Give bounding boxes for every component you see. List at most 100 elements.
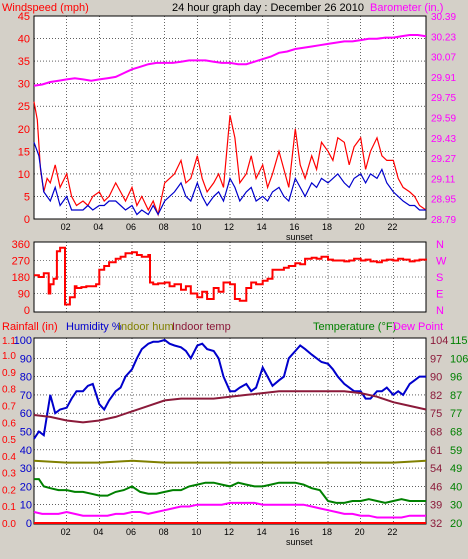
direction-line: [34, 246, 427, 306]
indoor-temp-ticks: 32 39 46 54 61 68 75 82 90 97 104: [430, 335, 448, 530]
rainfall-tick-label: 0.7: [2, 401, 16, 412]
barometer-tick-label: 29.91: [431, 73, 456, 84]
avg_wind-line: [33, 142, 426, 216]
temperature-tick-label: 115: [450, 335, 468, 347]
direction-degree-label: 270: [12, 256, 30, 268]
humidity-line: [33, 338, 426, 440]
indoor-temp-tick-label: 39: [430, 500, 442, 512]
x-tick-label: 02: [61, 222, 71, 232]
indoor-temp-tick-label: 82: [430, 390, 442, 402]
indoor-temp-tick-label: 75: [430, 408, 442, 420]
rainfall-label: Rainfall (in): [2, 321, 58, 333]
x-tick-label: 04: [93, 222, 103, 232]
temperature-tick-label: 96: [450, 372, 462, 384]
indoor-temp-tick-label: 90: [430, 372, 442, 384]
barometer-tick-label: 28.79: [431, 215, 456, 226]
x-tick-label: 10: [191, 527, 201, 537]
temperature-ticks: 20 30 40 49 59 68 77 87 96 106 115: [450, 335, 468, 530]
temperature-tick-label: 59: [450, 445, 462, 457]
indoor-temp-label: Indoor temp: [172, 321, 231, 333]
windspeed-tick-label: 40: [18, 34, 30, 46]
series-2: [34, 246, 427, 306]
rainfall-tick-label: 0.2: [2, 485, 16, 496]
compass-label: S: [436, 272, 443, 284]
x-ticks-1: 02 04 06 08 10 12 14 16 18 20 22: [61, 222, 398, 232]
dew_point-line: [33, 501, 426, 519]
windspeed-tick-label: 35: [18, 56, 30, 68]
barometer-tick-label: 28.95: [431, 195, 456, 206]
temperature-tick-label: 106: [450, 353, 468, 365]
rainfall-tick-label: 0.9: [2, 368, 16, 379]
temperature-line: [34, 478, 426, 504]
page-title: 24 hour graph day : December 26 2010: [172, 2, 364, 14]
gust-line: [33, 101, 427, 217]
x-tick-label: 02: [61, 527, 71, 537]
humidity-tick-label: 50: [20, 427, 32, 439]
x-tick-label: 20: [355, 527, 365, 537]
windspeed-tick-label: 20: [18, 124, 30, 136]
x-ticks-3: 02 04 06 08 10 12 14 16 18 20 22: [61, 527, 398, 537]
barometer-ticks: 28.79 28.95 29.11 29.27 29.43 29.59 29.75 29.91…: [431, 12, 456, 226]
compass-label: W: [436, 256, 447, 268]
series-1: [33, 34, 427, 217]
windspeed-tick-label: 30: [18, 79, 30, 91]
x-tick-label: 08: [159, 222, 169, 232]
rainfall-tick-label: 1.1: [2, 336, 16, 347]
rainfall-tick-label: 0.0: [2, 519, 16, 530]
x-tick-label: 12: [224, 527, 234, 537]
x-tick-label: 22: [387, 222, 397, 232]
windspeed-tick-label: 10: [18, 169, 30, 181]
temperature-tick-label: 49: [450, 463, 462, 475]
windspeed-tick-label: 0: [24, 214, 30, 226]
humidity-tick-label: 40: [20, 445, 32, 457]
dew-point-label: Dew Point: [393, 321, 443, 333]
indoor-temp-tick-label: 46: [430, 481, 442, 493]
humidity-tick-label: 20: [20, 481, 32, 493]
rainfall-tick-label: 0.1: [2, 502, 16, 513]
humidity-tick-label: 60: [20, 408, 32, 420]
x-tick-label: 14: [257, 222, 267, 232]
indoor_hum-line: [33, 459, 427, 464]
direction-degree-label: 360: [12, 239, 30, 251]
x-tick-label: 08: [159, 527, 169, 537]
indoor-temp-tick-label: 61: [430, 445, 442, 457]
humidity-tick-label: 10: [20, 500, 32, 512]
compass-label: E: [436, 289, 443, 301]
barometer-tick-label: 30.07: [431, 53, 456, 64]
humidity-tick-label: 30: [20, 463, 32, 475]
grid-1: [34, 16, 427, 219]
windspeed-tick-label: 25: [18, 101, 30, 113]
barometer-tick-label: 29.59: [431, 114, 456, 125]
compass-label: N: [436, 305, 444, 317]
barometer-line: [33, 34, 427, 87]
x-tick-label: 16: [289, 222, 299, 232]
direction-degree-ticks: 0 90 180 270 360: [12, 239, 30, 317]
rainfall-tick-label: 0.5: [2, 435, 16, 446]
x-tick-label: 06: [126, 527, 136, 537]
x-tick-label: 04: [93, 527, 103, 537]
direction-degree-label: 90: [18, 289, 30, 301]
x-tick-label: 10: [191, 222, 201, 232]
barometer-tick-label: 29.27: [431, 154, 456, 165]
compass-label: N: [436, 239, 444, 251]
indoor_temp-line: [33, 390, 427, 424]
temperature-tick-label: 87: [450, 390, 462, 402]
barometer-tick-label: 30.39: [431, 12, 456, 23]
series-3: [33, 338, 427, 524]
humidity-tick-label: 100: [14, 335, 32, 347]
barometer-tick-label: 30.23: [431, 32, 456, 43]
x-tick-label: 06: [126, 222, 136, 232]
rainfall-ticks: 0.0 0.1 0.2 0.3 0.4 0.5 0.6 0.7 0.8 0.9 1.0 1.1: [2, 336, 16, 530]
sunset-label-1: sunset: [286, 232, 313, 242]
indoor-temp-tick-label: 68: [430, 427, 442, 439]
rainfall-tick-label: 1.0: [2, 351, 16, 362]
humidity-tick-label: 80: [20, 372, 32, 384]
x-tick-label: 22: [387, 527, 397, 537]
barometer-tick-label: 29.75: [431, 93, 456, 104]
barometer-tick-label: 29.43: [431, 134, 456, 145]
indoor-hum-label: Indoor hum: [118, 321, 174, 333]
